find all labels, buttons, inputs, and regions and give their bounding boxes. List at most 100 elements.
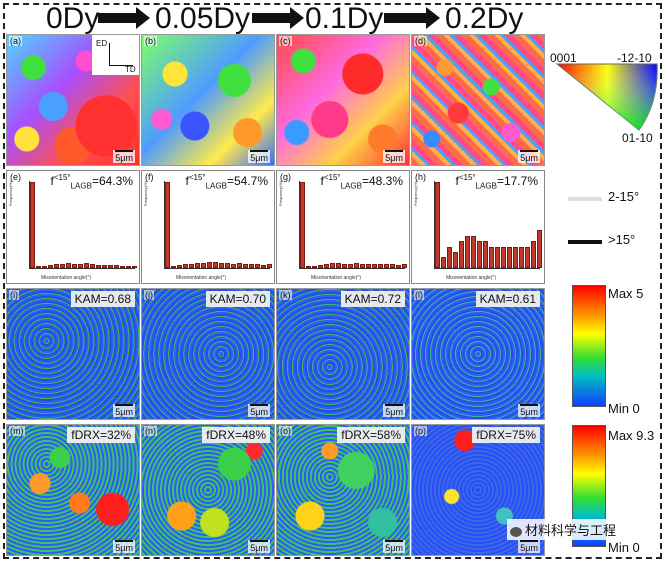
hist-bar bbox=[120, 266, 126, 268]
hist-ylabel: Frequency(%) bbox=[413, 180, 418, 206]
hist-bar bbox=[390, 263, 396, 268]
frac-sup: <15° bbox=[323, 173, 341, 182]
hist-bar bbox=[189, 263, 195, 268]
frac-prefix: f bbox=[50, 174, 54, 188]
scale-bar: 5μm bbox=[113, 404, 135, 417]
hist-bar bbox=[54, 264, 60, 268]
ipf-map-d: (d) 5μm bbox=[411, 34, 545, 166]
kam-value: KAM=0.72 bbox=[340, 291, 405, 307]
scale-bar: 5μm bbox=[113, 150, 135, 163]
panel-label: (i) bbox=[9, 290, 19, 300]
frac-prefix: f bbox=[320, 174, 324, 188]
hist-bar bbox=[525, 246, 531, 268]
scale-bar: 5μm bbox=[248, 540, 270, 553]
scale-bar: 5μm bbox=[518, 540, 540, 553]
scale-bar: 5μm bbox=[383, 540, 405, 553]
frac-value: =64.3% bbox=[91, 174, 133, 188]
panel-label: (l) bbox=[414, 290, 424, 300]
hist-bar bbox=[66, 263, 72, 268]
hist-bar bbox=[255, 263, 261, 268]
hist-plot-area bbox=[299, 181, 408, 269]
hist-bar bbox=[336, 262, 342, 268]
panel-label: (a) bbox=[9, 36, 22, 46]
hist-bar bbox=[267, 263, 273, 268]
scale-bar: 5μm bbox=[383, 150, 405, 163]
hist-bar bbox=[396, 264, 402, 268]
hist-bar bbox=[78, 264, 84, 268]
hist-bar bbox=[171, 265, 177, 268]
arrow-2 bbox=[252, 7, 304, 29]
hist-bar bbox=[366, 263, 372, 268]
ipf-map-b: (b) 5μm bbox=[141, 34, 275, 166]
hist-bar bbox=[177, 264, 183, 268]
panel-label: (n) bbox=[144, 426, 157, 436]
hist-bar bbox=[231, 263, 237, 268]
frac-sub: LAGB bbox=[205, 181, 227, 191]
hist-bar bbox=[483, 241, 489, 268]
hist-bar bbox=[507, 246, 513, 268]
hist-bar bbox=[42, 266, 48, 268]
hist-bar bbox=[453, 251, 459, 268]
hist-bar bbox=[312, 265, 318, 268]
arrow-1 bbox=[98, 7, 150, 29]
hist-bar bbox=[108, 265, 114, 268]
hist-bar bbox=[318, 264, 324, 268]
kam-colorbar bbox=[572, 285, 606, 407]
frac-sup: <15° bbox=[188, 173, 206, 182]
hist-ylabel: Frequency(%) bbox=[8, 180, 13, 206]
drx-map-p: (p) fDRX=75% 5μm bbox=[411, 424, 545, 556]
hist-bar bbox=[195, 262, 201, 268]
scale-bar: 5μm bbox=[518, 150, 540, 163]
misorientation-histogram: (f) f<15°LAGB=54.7% Frequency(%) Misorienta… bbox=[141, 170, 275, 284]
hist-bar bbox=[447, 246, 453, 268]
kam-map-k: (k) KAM=0.72 5μm bbox=[276, 288, 410, 420]
watermark-text: 材料科学与工程 bbox=[525, 523, 617, 538]
hist-bar bbox=[132, 266, 138, 268]
hist-xlabel: Misorientation angle(°) bbox=[446, 275, 497, 281]
frac-sub: LAGB bbox=[70, 181, 92, 191]
frac-sub: LAGB bbox=[340, 181, 362, 191]
drx-fraction: fDRX=32% bbox=[67, 427, 135, 443]
panel-label: (d) bbox=[414, 36, 427, 46]
hist-bar bbox=[378, 263, 384, 268]
hist-bar bbox=[165, 182, 171, 268]
hist-bar bbox=[354, 262, 360, 268]
misorientation-histogram: (g) f<15°LAGB=48.3% Frequency(%) Misorienta… bbox=[276, 170, 410, 284]
hist-bar bbox=[537, 230, 543, 268]
frac-sup: <15° bbox=[53, 173, 71, 182]
lagb-fraction: f<15°LAGB=48.3% bbox=[320, 173, 403, 190]
hist-bar bbox=[72, 264, 78, 268]
frac-value: =54.7% bbox=[226, 174, 268, 188]
panel-label: (e) bbox=[9, 172, 22, 182]
hist-bar bbox=[348, 263, 354, 268]
panel-label: (b) bbox=[144, 36, 157, 46]
frac-sub: LAGB bbox=[475, 181, 497, 191]
hist-bar bbox=[96, 265, 102, 268]
misorientation-histogram: (e) f<15°LAGB=64.3% Frequency(%) Misorienta… bbox=[6, 170, 140, 284]
hist-bar bbox=[402, 263, 408, 268]
ipf-map-c: (c) 5μm bbox=[276, 34, 410, 166]
hist-bar bbox=[489, 246, 495, 268]
hist-bar bbox=[435, 182, 441, 268]
frac-value: =17.7% bbox=[496, 174, 538, 188]
hagb-legend-line bbox=[568, 240, 602, 244]
hist-bar bbox=[477, 241, 483, 268]
ipf-key-top-left: 0001 bbox=[550, 51, 577, 65]
hist-bar bbox=[219, 262, 225, 268]
kam-value: KAM=0.68 bbox=[70, 291, 135, 307]
hist-plot-area bbox=[164, 181, 273, 269]
kam-colorbar-min: Min 0 bbox=[608, 401, 640, 416]
panel-label: (g) bbox=[279, 172, 292, 182]
hist-bar bbox=[501, 246, 507, 268]
drx-fraction: fDRX=58% bbox=[337, 427, 405, 443]
kam-colorbar-max: Max 5 bbox=[608, 286, 644, 301]
drx-colorbar-min: Min 0 bbox=[608, 540, 640, 555]
panel-label: (f) bbox=[144, 172, 155, 182]
ipf-key-top-right: -12-10 bbox=[617, 51, 652, 65]
hist-bar bbox=[465, 235, 471, 268]
scale-bar: 5μm bbox=[113, 540, 135, 553]
hist-bar bbox=[306, 265, 312, 268]
hist-bar bbox=[342, 263, 348, 268]
drx-map-m: (m) fDRX=32% 5μm bbox=[6, 424, 140, 556]
hist-bar bbox=[459, 241, 465, 268]
